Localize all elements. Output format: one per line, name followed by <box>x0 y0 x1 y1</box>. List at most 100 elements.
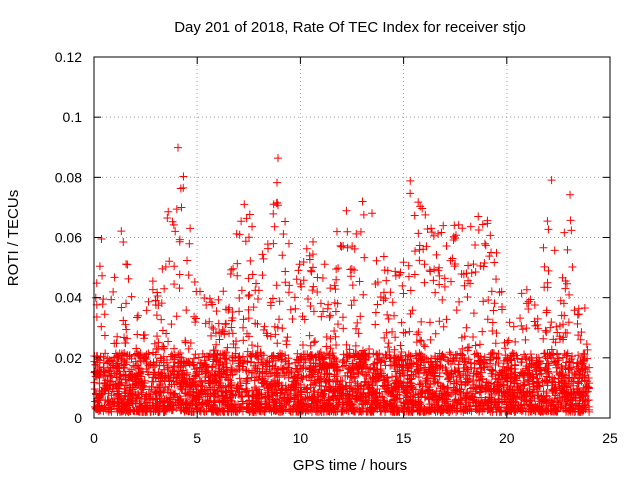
data-point <box>542 376 551 385</box>
data-point <box>477 363 486 372</box>
data-point <box>94 370 103 379</box>
data-point <box>406 309 415 318</box>
data-point <box>209 351 218 360</box>
data-point <box>143 404 152 413</box>
data-point <box>484 296 493 305</box>
data-point <box>471 401 480 410</box>
data-point <box>158 342 167 351</box>
data-point <box>425 318 434 327</box>
data-point <box>200 293 209 302</box>
data-point <box>511 407 520 416</box>
data-point <box>583 345 592 354</box>
data-point <box>413 358 422 367</box>
data-point <box>381 361 390 370</box>
data-point <box>376 365 385 374</box>
data-point <box>415 256 424 265</box>
data-point <box>388 298 397 307</box>
data-point <box>348 385 357 394</box>
data-point <box>427 228 436 237</box>
data-point <box>175 284 184 293</box>
data-point <box>488 318 497 327</box>
data-point <box>217 387 226 396</box>
data-point <box>266 298 275 307</box>
data-point <box>287 366 296 375</box>
data-point <box>368 377 377 386</box>
data-point <box>284 398 293 407</box>
data-point <box>240 200 249 209</box>
data-point <box>228 313 237 322</box>
data-point <box>164 337 173 346</box>
data-point <box>191 401 200 410</box>
data-point <box>339 400 348 409</box>
data-point <box>573 378 582 387</box>
data-point <box>273 201 282 210</box>
data-point <box>281 267 290 276</box>
data-point <box>414 229 423 238</box>
data-point <box>117 396 126 405</box>
data-point <box>417 336 426 345</box>
data-point <box>239 315 248 324</box>
data-point <box>535 405 544 414</box>
data-point <box>547 176 556 185</box>
data-point <box>533 381 542 390</box>
data-point <box>320 361 329 370</box>
data-point <box>322 400 331 409</box>
data-point <box>237 393 246 402</box>
data-point <box>574 351 583 360</box>
data-point <box>133 313 142 322</box>
data-point <box>98 300 107 309</box>
data-point <box>478 327 487 336</box>
data-point <box>163 213 172 222</box>
data-point <box>569 377 578 386</box>
data-point <box>193 392 202 401</box>
data-point <box>434 379 443 388</box>
data-point <box>125 398 134 407</box>
data-point <box>433 378 442 387</box>
data-point <box>438 295 447 304</box>
data-point <box>260 322 269 331</box>
data-point <box>523 376 532 385</box>
data-point <box>399 289 408 298</box>
data-point <box>143 398 152 407</box>
data-point <box>360 370 369 379</box>
data-point <box>479 297 488 306</box>
data-point <box>499 356 508 365</box>
data-point <box>113 359 122 368</box>
data-point <box>401 351 410 360</box>
data-point <box>154 301 163 310</box>
data-point <box>209 324 218 333</box>
data-point <box>228 329 237 338</box>
data-point <box>412 362 421 371</box>
data-point <box>226 397 235 406</box>
data-point <box>415 398 424 407</box>
data-point <box>212 407 221 416</box>
data-point <box>455 297 464 306</box>
data-point <box>162 358 171 367</box>
data-point <box>280 364 289 373</box>
data-point <box>317 312 326 321</box>
data-point <box>120 333 129 342</box>
data-point <box>380 333 389 342</box>
data-point <box>110 273 119 282</box>
data-point <box>281 278 290 287</box>
data-point <box>562 279 571 288</box>
data-point <box>396 268 405 277</box>
data-point <box>382 352 391 361</box>
data-point <box>561 389 570 398</box>
data-point <box>105 357 114 366</box>
data-point <box>472 405 481 414</box>
data-point <box>239 323 248 332</box>
data-point <box>522 354 531 363</box>
data-point <box>192 385 201 394</box>
data-point <box>278 251 287 260</box>
data-point <box>435 271 444 280</box>
data-point <box>476 387 485 396</box>
data-point <box>249 303 258 312</box>
data-point <box>214 319 223 328</box>
data-point <box>582 382 591 391</box>
data-point <box>501 344 510 353</box>
data-point <box>356 397 365 406</box>
x-tick-label: 5 <box>193 430 201 446</box>
data-point <box>490 299 499 308</box>
data-point <box>185 374 194 383</box>
